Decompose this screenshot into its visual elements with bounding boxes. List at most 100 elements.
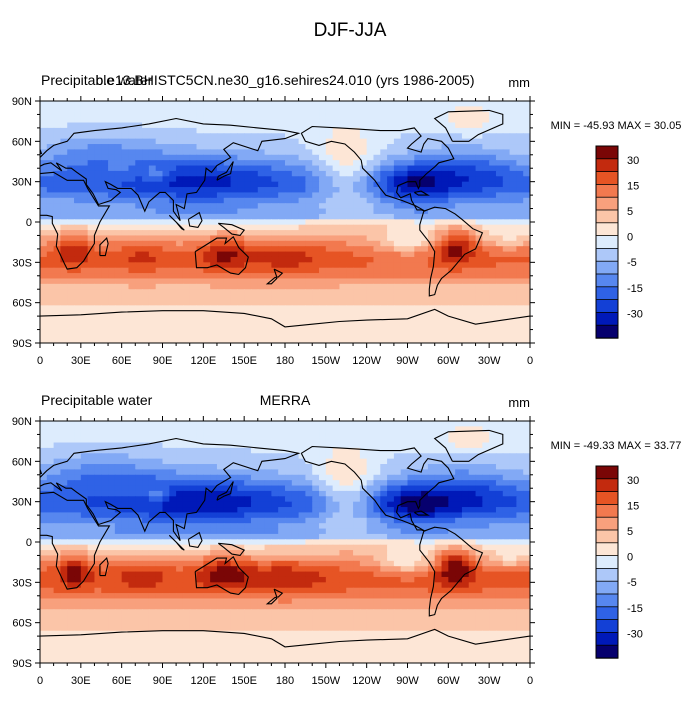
field-cell: [455, 133, 462, 139]
field-cell: [448, 437, 455, 443]
colorbar-box: [596, 300, 618, 313]
field-cell: [67, 284, 74, 290]
field-cell: [67, 507, 74, 513]
field-cell: [47, 443, 54, 449]
field-cell: [176, 316, 183, 322]
field-cell: [244, 507, 251, 513]
field-cell: [469, 512, 476, 518]
colorbar-label: -30: [627, 308, 643, 320]
field-cell: [496, 166, 503, 172]
field-cell: [176, 139, 183, 145]
field-cell: [428, 155, 435, 161]
field-cell: [135, 171, 142, 177]
field-cell: [305, 432, 312, 438]
field-cell: [197, 295, 204, 301]
field-cell: [523, 486, 530, 492]
field-cell: [94, 171, 101, 177]
field-cell: [190, 327, 197, 333]
field-cell: [176, 112, 183, 118]
field-cell: [40, 176, 47, 182]
field-cell: [156, 230, 163, 236]
field-cell: [142, 155, 149, 161]
field-cell: [428, 437, 435, 443]
field-cell: [380, 230, 387, 236]
field-cell: [47, 144, 54, 150]
field-cell: [163, 166, 170, 172]
field-cell: [251, 502, 258, 508]
field-cell: [60, 225, 67, 231]
field-cell: [414, 252, 421, 258]
field-cell: [108, 101, 115, 107]
field-cell: [292, 219, 299, 225]
field-cell: [40, 464, 47, 470]
field-cell: [373, 480, 380, 486]
field-cell: [414, 421, 421, 427]
field-cell: [455, 166, 462, 172]
field-cell: [401, 437, 408, 443]
field-cell: [40, 421, 47, 427]
field-cell: [496, 198, 503, 204]
field-cell: [40, 225, 47, 231]
field-cell: [74, 507, 81, 513]
field-cell: [476, 171, 483, 177]
field-cell: [176, 257, 183, 263]
field-cell: [190, 443, 197, 449]
field-cell: [190, 448, 197, 454]
field-cell: [258, 305, 265, 311]
field-cell: [183, 300, 190, 306]
field-cell: [217, 257, 224, 263]
field-cell: [387, 252, 394, 258]
field-cell: [482, 453, 489, 459]
field-cell: [319, 273, 326, 279]
field-cell: [258, 502, 265, 508]
field-cell: [360, 502, 367, 508]
field-cell: [448, 241, 455, 247]
field-cell: [503, 101, 510, 107]
field-cell: [428, 486, 435, 492]
field-cell: [360, 273, 367, 279]
field-cell: [183, 426, 190, 432]
field-cell: [231, 432, 238, 438]
field-cell: [128, 426, 135, 432]
field-cell: [47, 182, 54, 188]
field-cell: [339, 305, 346, 311]
field-cell: [163, 273, 170, 279]
field-cell: [265, 534, 272, 540]
field-cell: [74, 117, 81, 123]
field-cell: [339, 198, 346, 204]
field-cell: [462, 518, 469, 524]
field-cell: [271, 182, 278, 188]
field-cell: [305, 133, 312, 139]
field-cell: [122, 160, 129, 166]
field-cell: [326, 241, 333, 247]
field-cell: [122, 101, 129, 107]
field-cell: [203, 203, 210, 209]
field-cell: [435, 295, 442, 301]
field-cell: [54, 203, 61, 209]
field-cell: [476, 257, 483, 263]
field-cell: [292, 426, 299, 432]
field-cell: [231, 518, 238, 524]
field-cell: [156, 432, 163, 438]
field-cell: [523, 332, 530, 338]
field-cell: [421, 295, 428, 301]
field-cell: [469, 289, 476, 295]
field-cell: [401, 225, 408, 231]
field-cell: [67, 117, 74, 123]
field-cell: [326, 534, 333, 540]
field-cell: [142, 160, 149, 166]
field-cell: [455, 464, 462, 470]
field-cell: [108, 486, 115, 492]
field-cell: [442, 512, 449, 518]
field-cell: [482, 459, 489, 465]
field-cell: [380, 295, 387, 301]
field-cell: [149, 230, 156, 236]
field-cell: [510, 432, 517, 438]
field-cell: [462, 133, 469, 139]
field-cell: [523, 112, 530, 118]
field-cell: [435, 507, 442, 513]
field-cell: [319, 128, 326, 134]
field-cell: [271, 469, 278, 475]
field-cell: [190, 278, 197, 284]
